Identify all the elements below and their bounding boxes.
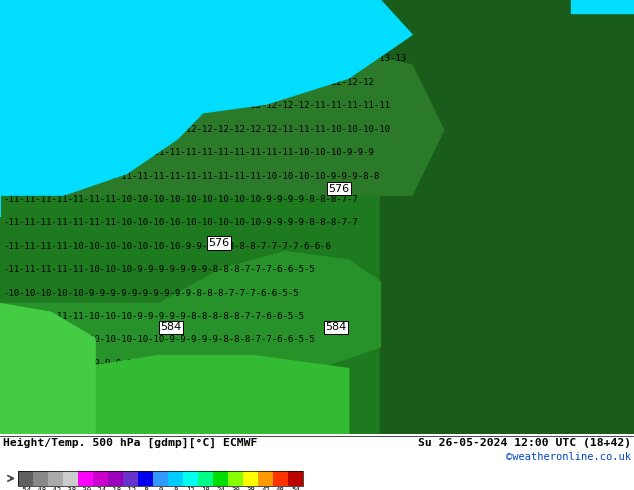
Text: 54: 54 [291,487,300,490]
Text: -38: -38 [64,487,77,490]
Text: -15-16-16-16-16-16-15-15-15-14-14-14-14-14-14-14-13-13-13-13-12-12-12: -15-16-16-16-16-16-15-15-15-14-14-14-14-… [3,78,374,87]
Text: -11-11-11-11-10-10-10-10-10-10-9-9-9-9-9-8-8-8-7-7-6-6-5-5: -11-11-11-11-10-10-10-10-10-10-9-9-9-9-9… [3,336,315,344]
Text: -10-9-8-8-8-8-7-7-7-7-6-5: -10-9-8-8-8-8-7-7-7-7-6-5 [3,406,138,415]
Bar [123,471,138,486]
Text: -18: -18 [109,487,122,490]
Text: 584: 584 [160,322,182,332]
Text: -11-11-11-11-11-10-10-10-9-9-9-9-9-9-9-8-8-8-7-7-7-6-6-5-5: -11-11-11-11-11-10-10-10-9-9-9-9-9-9-9-8… [3,265,315,274]
Polygon shape [0,0,51,122]
Bar [63,471,78,486]
Text: -42: -42 [49,487,62,490]
Text: -54: -54 [19,487,32,490]
Bar [168,471,183,486]
Text: 38: 38 [246,487,255,490]
Bar [33,471,48,486]
Bar [18,471,33,486]
Bar [198,471,213,486]
Bar [288,471,303,486]
Polygon shape [380,0,634,434]
Bar [243,471,258,486]
Bar [213,471,228,486]
Text: -11-11-11-11-11-11-11-10-10-10-10-10-10-10-10-10-9-9-9-9-8-8-8-7-7: -11-11-11-11-11-11-11-10-10-10-10-10-10-… [3,195,358,204]
Text: 8: 8 [173,487,178,490]
Text: -10-10-10-10-10-9-9-9-9-9-9-9-9-9-9-8-8-8-7-7-7-6-6-5-5: -10-10-10-10-10-9-9-9-9-9-9-9-9-9-9-8-8-… [3,289,299,297]
Text: Height/Temp. 500 hPa [gdmp][°C] ECMWF: Height/Temp. 500 hPa [gdmp][°C] ECMWF [3,438,257,448]
Text: 18: 18 [201,487,210,490]
Bar [258,471,273,486]
Text: -12-16-16-16-16-16-16-16-16-16-16-16-16-16-16-15-15-15-14-14-14-14-14-14: -12-16-16-16-16-16-16-16-16-16-16-16-16-… [3,8,390,17]
Text: -11-10-10-10-9-9-9-9-9-9-9-8-8-8-8-7-7-7-6-6-5-5: -11-10-10-10-9-9-9-9-9-9-9-8-8-8-8-7-7-7… [3,359,261,368]
Text: -13-13-14-14-14-14-14-13-13-13-13-13-13-13-13-13-12-12-12-11-11-11-11-11: -13-13-14-14-14-14-14-13-13-13-13-13-13-… [3,101,390,110]
Polygon shape [0,304,95,434]
Text: -8: -8 [141,487,150,490]
Text: 42: 42 [261,487,270,490]
Text: -11-11-11-12-12-12-12-11-11-11-11-11-11-11-11-11-10-10-10-10-9-9-9-8-8: -11-11-11-12-12-12-12-11-11-11-11-11-11-… [3,172,379,180]
Text: 48: 48 [276,487,285,490]
Text: 24: 24 [216,487,225,490]
Polygon shape [0,0,412,217]
Text: -11-11-11-11-10-10-10-10-10-10-10-9-9-9-9-8-8-8-7-7-7-7-6-6-6: -11-11-11-11-10-10-10-10-10-10-10-9-9-9-… [3,242,331,251]
Text: -48: -48 [34,487,47,490]
Text: Su 26-05-2024 12:00 UTC (18+42): Su 26-05-2024 12:00 UTC (18+42) [418,438,631,448]
Polygon shape [63,44,444,195]
Text: 576: 576 [328,184,350,194]
Text: -10-10-10-9-9-9-9-9-8-8-8-8-7-7-7-7-6-6-5-5: -10-10-10-9-9-9-9-9-8-8-8-8-7-7-7-7-6-6-… [3,382,235,392]
Bar [48,471,63,486]
Text: -15-15-15-15-15-15-15-16-16-16-16-16-15-15-15-15-15-15-15-14-14-14-14-13-13: -15-15-15-15-15-15-15-16-16-16-16-16-15-… [3,54,406,64]
Text: 0: 0 [158,487,163,490]
Bar [153,471,168,486]
Text: -12: -12 [124,487,137,490]
Bar [228,471,243,486]
Bar [93,471,108,486]
Bar [273,471,288,486]
Text: -30: -30 [79,487,92,490]
Bar [18,471,303,486]
Text: -11-11-11-11-11-10-10-10-9-9-9-9-9-8-8-8-8-8-7-7-6-6-5-5: -11-11-11-11-11-10-10-10-9-9-9-9-9-8-8-8… [3,312,304,321]
Text: 30: 30 [231,487,240,490]
Bar [108,471,123,486]
Text: 584: 584 [325,322,347,332]
Bar [78,471,93,486]
Text: 576: 576 [208,238,230,248]
Text: -11-11-11-11-11-11-11-10-10-10-10-10-10-10-10-10-9-9-9-9-8-8-8-7-7: -11-11-11-11-11-11-11-10-10-10-10-10-10-… [3,219,358,227]
Bar [183,471,198,486]
Text: -24: -24 [94,487,107,490]
Polygon shape [0,356,349,434]
Polygon shape [571,0,634,13]
Text: -12-13-13-13-13-13-13-13-13-12-12-12-12-12-12-12-12-11-11-11-10-10-10-10: -12-13-13-13-13-13-13-13-13-12-12-12-12-… [3,125,390,134]
Text: ©weatheronline.co.uk: ©weatheronline.co.uk [506,452,631,462]
Text: -15-15-15-15-15-15-15-16-16-16-16-15-15-15-15-15-15-15-14-14-14-14-14-14: -15-15-15-15-15-15-15-16-16-16-16-15-15-… [3,31,390,40]
Text: -11-11-12-12-12-12-12-12-11-11-11-11-11-11-11-11-11-11-10-10-10-9-9-9: -11-11-12-12-12-12-12-12-11-11-11-11-11-… [3,148,374,157]
Bar [138,471,153,486]
Polygon shape [0,251,380,382]
Text: 12: 12 [186,487,195,490]
